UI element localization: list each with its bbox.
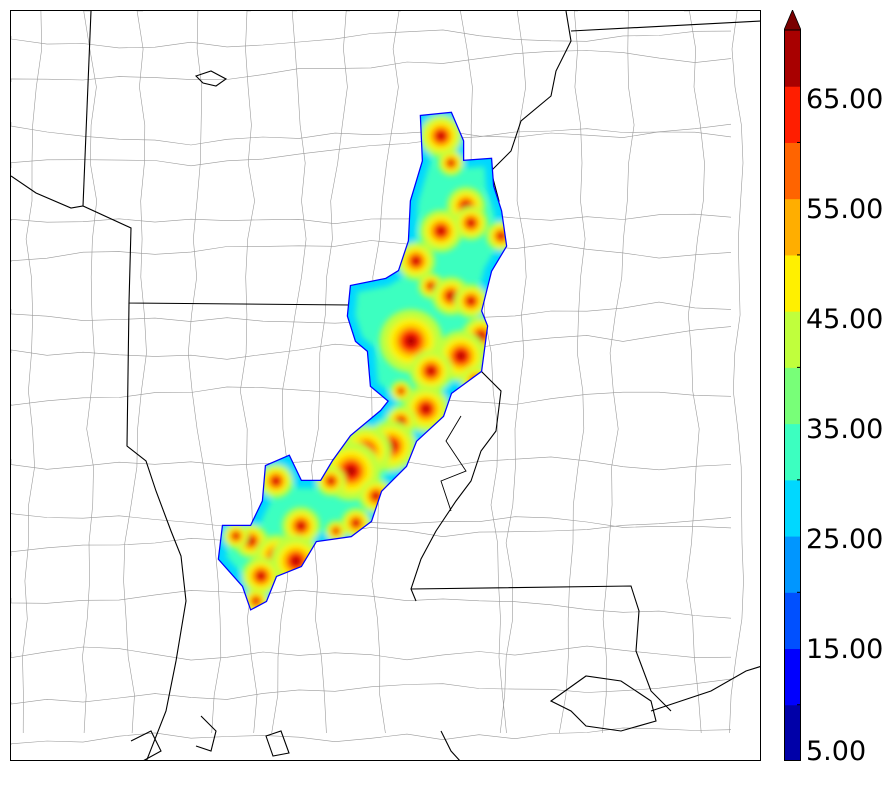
colorbar-segment [784,479,801,537]
reflectivity-cell [470,375,482,387]
state-boundaries [11,11,760,760]
colorbar-segment [784,86,801,143]
reflectivity-cell [412,257,420,265]
colorbar-extend-arrow [784,10,801,31]
county-line [271,11,307,734]
reflectivity-cell [248,538,254,544]
reflectivity-cell [346,466,356,476]
river [440,415,467,512]
county-line [11,240,732,262]
county-line [11,122,732,146]
county-line [11,50,732,82]
colorbar-segment [784,311,801,368]
county-line [11,678,732,705]
reflectivity-cell [437,132,445,140]
county-line [499,11,527,734]
reflectivity-cell [353,520,359,526]
county-line [22,11,43,734]
colorbar-segment [784,30,801,87]
county-line [684,11,705,734]
state-boundary [195,715,217,752]
county-line [460,11,507,734]
reflectivity-cell [273,478,279,484]
colorbar-outline [784,29,801,761]
county-line [11,128,732,168]
state-boundary [265,730,290,757]
reflectivity-map [11,11,760,760]
county-line [82,11,98,734]
reflectivity-cell [291,556,301,566]
reflectivity-cell [477,332,485,340]
map-panel [10,10,761,761]
colorbar-segment [784,536,801,593]
county-line [11,326,732,360]
reflectivity-field [217,111,508,611]
reflectivity-cell [498,233,504,239]
reflectivity-blur-layer [219,113,506,609]
state-boundary [410,585,672,712]
county-line [11,727,732,745]
colorbar-tick-label: 45.00 [806,304,884,335]
reflectivity-cell [399,389,403,393]
reflectivity-cell [328,478,334,484]
county-line [11,213,732,225]
county-line [559,11,586,734]
reflectivity-cells [219,113,506,609]
reflectivity-cell [468,220,474,226]
reflectivity-cell [447,292,455,300]
state-boundary [650,666,760,712]
county-line [11,589,732,619]
colorbar-segment [784,198,801,256]
county-line [311,11,350,734]
colorbar-segment [784,254,801,312]
reflectivity-cell [468,298,474,304]
colorbar-tick-label: 15.00 [806,634,884,665]
colorbar-tick-label: 25.00 [806,524,884,555]
state-boundary [570,20,760,32]
state-boundary [130,730,162,760]
state-boundary [126,302,187,760]
state-boundary [194,70,228,87]
colorbar-segment [784,423,801,481]
reflectivity-cell [428,283,434,289]
county-line [602,11,635,734]
county-line [11,386,732,406]
reflectivity-cell [448,160,454,166]
reflectivity-cell [373,493,379,499]
colorbar-segment [784,142,801,200]
colorbar-segment [784,648,801,706]
colorbar-segment [784,592,801,650]
county-line [729,11,744,734]
reflectivity-cell [473,378,479,384]
state-boundary [440,730,460,760]
reflectivity-cell [437,227,445,235]
reflectivity-cell [427,367,435,375]
county-line [239,11,258,734]
county-line [11,645,732,661]
colorbar-tick-label: 35.00 [806,414,884,445]
county-line [11,29,732,49]
reflectivity-cell [456,351,466,361]
reflectivity-cell [253,598,259,604]
reflectivity-cell [257,572,265,580]
colorbar-tick-label: 55.00 [806,194,884,225]
reflectivity-cell [334,529,338,533]
reflectivity-cell [422,405,430,413]
state-boundary [82,11,92,207]
colorbar-tick-label: 65.00 [806,84,884,115]
county-line [187,11,222,734]
reflectivity-cell [297,522,305,530]
county-line [123,11,147,734]
colorbar [784,10,801,761]
colorbar-segment [784,367,801,425]
reflectivity-cell [398,418,404,424]
colorbar-tick-label: 5.00 [806,736,867,767]
county-line [11,516,732,556]
reflectivity-cell [233,533,239,539]
colorbar-segment [784,704,801,761]
reflectivity-cell [405,335,417,347]
state-boundary [549,675,657,732]
